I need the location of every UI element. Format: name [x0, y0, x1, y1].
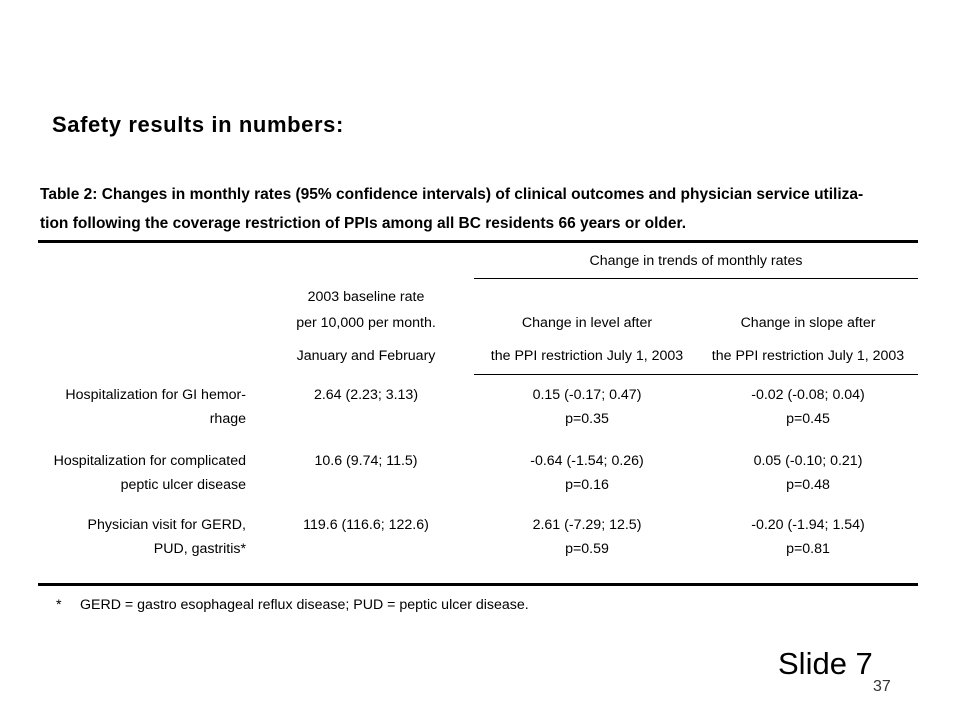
slope-header-line2: the PPI restriction July 1, 2003 [711, 348, 905, 364]
baseline-cell: 119.6 (116.6; 122.6) [303, 517, 429, 533]
level-cell: 2.61 (-7.29; 12.5) [532, 517, 642, 533]
table-caption: Table 2: Changes in monthly rates (95% c… [40, 180, 930, 238]
level-p-cell: p=0.16 [565, 477, 609, 493]
baseline-cell: 2.64 (2.23; 3.13) [313, 387, 419, 403]
slide-label: Slide 7 [778, 646, 873, 681]
slide-heading: Safety results in numbers: [52, 112, 344, 137]
slope-cell: -0.20 (-1.94; 1.54) [751, 517, 865, 533]
level-header-line1: Change in level after [521, 315, 653, 331]
level-header-line2: the PPI restriction July 1, 2003 [490, 348, 684, 364]
row-label: Physician visit for GERD, [87, 517, 246, 533]
table-top-rule [38, 240, 918, 243]
slope-p-cell: p=0.48 [786, 477, 830, 493]
baseline-cell: 10.6 (9.74; 11.5) [314, 453, 418, 469]
level-cell: 0.15 (-0.17; 0.47) [532, 387, 642, 403]
row-label: Hospitalization for GI hemor- [65, 387, 246, 403]
header-bottom-rule [474, 374, 918, 375]
table-caption-line1: Table 2: Changes in monthly rates (95% c… [40, 186, 864, 203]
level-cell: -0.64 (-1.54; 0.26) [530, 453, 644, 469]
slope-header-line1: Change in slope after [740, 315, 876, 331]
baseline-header-line3: January and February [296, 348, 436, 364]
group-header: Change in trends of monthly rates [589, 253, 803, 269]
page-number: 37 [873, 678, 891, 695]
slope-p-cell: p=0.81 [786, 541, 830, 557]
slope-cell: 0.05 (-0.10; 0.21) [753, 453, 863, 469]
row-label: Hospitalization for complicated [53, 453, 246, 469]
table-caption-line2: tion following the coverage restriction … [40, 215, 686, 232]
footnote-text: GERD = gastro esophageal reflux disease;… [80, 597, 529, 613]
row-label: rhage [209, 411, 246, 427]
group-header-rule [474, 278, 918, 279]
baseline-header-line1: 2003 baseline rate [307, 289, 425, 305]
slope-cell: -0.02 (-0.08; 0.04) [751, 387, 865, 403]
slope-p-cell: p=0.45 [786, 411, 830, 427]
row-label: PUD, gastritis* [153, 541, 246, 557]
baseline-header-line2: per 10,000 per month. [296, 315, 436, 331]
table-bottom-rule [38, 583, 918, 586]
footnote-marker: * [56, 597, 62, 613]
level-p-cell: p=0.35 [565, 411, 609, 427]
row-label: peptic ulcer disease [120, 477, 246, 493]
level-p-cell: p=0.59 [565, 541, 609, 557]
